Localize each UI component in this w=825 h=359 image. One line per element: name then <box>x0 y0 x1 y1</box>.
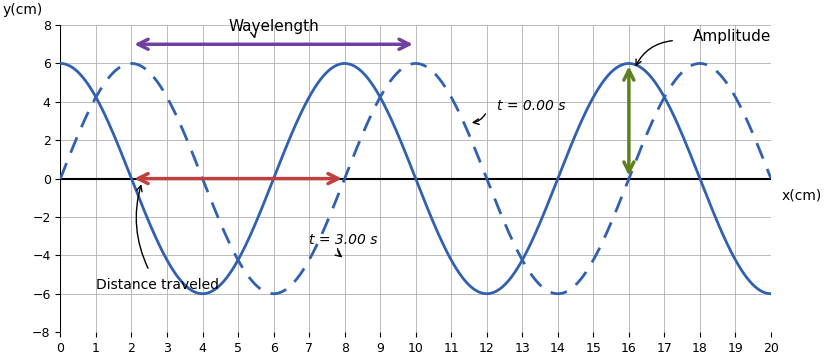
Text: t = 3.00 s: t = 3.00 s <box>309 233 378 247</box>
Text: Amplitude: Amplitude <box>693 29 771 44</box>
Text: Distance traveled: Distance traveled <box>96 278 219 292</box>
Text: y(cm): y(cm) <box>2 3 43 17</box>
Text: x(cm): x(cm) <box>781 188 822 202</box>
Text: t = 0.00 s: t = 0.00 s <box>497 99 566 113</box>
Text: Wavelength: Wavelength <box>229 19 319 34</box>
